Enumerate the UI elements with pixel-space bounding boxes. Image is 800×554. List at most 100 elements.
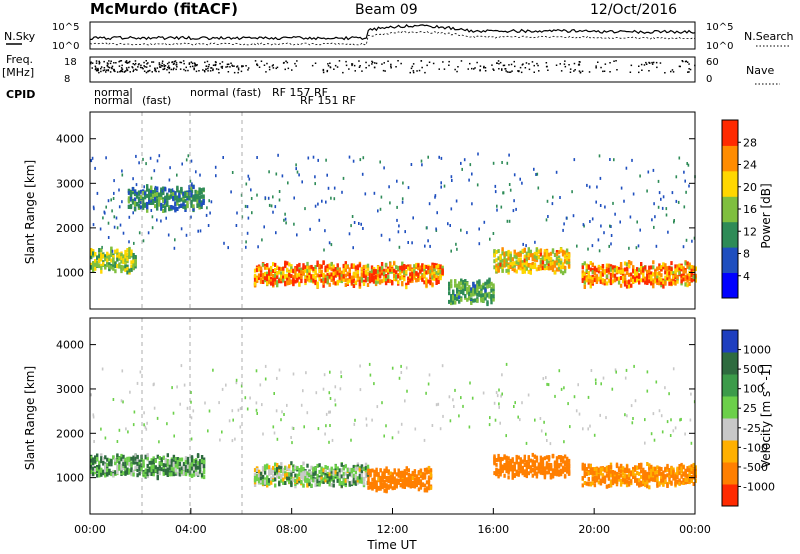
velocity-cell-0: [94, 455, 97, 460]
power-cell-2: [403, 277, 406, 282]
power-cell-3: [482, 285, 485, 290]
power-cell-5: [607, 270, 611, 275]
power-cell-2: [405, 285, 408, 290]
velocity-cell-1: [334, 466, 337, 471]
velocity-cell-4: [630, 472, 633, 477]
power-scatter: [190, 215, 192, 219]
power-cell-2: [296, 278, 299, 283]
power-scatter: [358, 222, 360, 225]
power-scatter: [379, 207, 382, 211]
velocity-cell-2: [419, 482, 423, 487]
power-cell-3: [478, 282, 481, 287]
power-scatter: [169, 166, 171, 170]
velocity-cell-1: [266, 476, 269, 481]
power-cell-5: [605, 281, 609, 286]
velocity-cell-2: [425, 486, 429, 491]
power-cell-0: [110, 253, 113, 258]
velocity-cell-1: [290, 472, 293, 477]
power-cell-4: [529, 270, 532, 275]
power-cell-2: [435, 265, 438, 270]
power-cell-2: [318, 277, 321, 282]
power-cell-2: [413, 266, 416, 271]
velocity-cell-1: [314, 483, 317, 488]
power-cell-5: [636, 271, 639, 276]
velocity-cell-1: [306, 463, 309, 468]
velocity-cell-0: [196, 461, 200, 466]
power-cell-2: [263, 276, 267, 281]
power-cell-4: [497, 249, 500, 254]
velocity-cell-4: [688, 474, 691, 479]
power-scatter: [298, 173, 300, 177]
velocity-cell-1: [284, 481, 287, 485]
power-scatter: [397, 230, 400, 234]
velocity-cell-1: [270, 471, 273, 475]
power-cell-1: [198, 187, 201, 192]
power-cell-2: [282, 275, 285, 280]
power-cell-0: [120, 267, 123, 271]
velocity-cell-1: [352, 468, 356, 472]
velocity-cell-0: [98, 460, 101, 465]
velocity-cell-4: [636, 470, 639, 475]
power-cell-2: [276, 271, 279, 276]
power-cell-2: [328, 282, 331, 287]
power-cell-5: [660, 281, 663, 286]
power-scatter: [609, 158, 611, 161]
velocity-cell-0: [146, 456, 149, 461]
velocity-cell-1: [298, 467, 301, 472]
velocity-cell-0: [156, 466, 159, 471]
power-scatter: [513, 173, 516, 177]
power-scatter: [450, 175, 453, 179]
velocity-cell-0: [184, 464, 188, 469]
power-cell-2: [370, 278, 374, 283]
freq-dot: [410, 67, 413, 70]
power-scatter: [685, 190, 687, 194]
power-cell-0: [126, 257, 129, 262]
velocity-cell-1: [304, 477, 307, 482]
velocity-cell-4: [597, 480, 601, 485]
freq-dot: [597, 61, 599, 63]
power-cell-1: [152, 190, 155, 194]
power-cell-5: [623, 267, 627, 272]
power-cell-0: [124, 253, 127, 258]
power-cell-3: [456, 283, 459, 288]
power-cell-4: [551, 267, 555, 272]
power-cell-2: [286, 280, 289, 285]
freq-dot: [651, 63, 654, 65]
power-cell-2: [282, 278, 285, 283]
freq-unit-label: [MHz]: [2, 66, 34, 79]
power-scatter: [348, 232, 351, 236]
power-cell-0: [132, 266, 135, 270]
power-cell-5: [666, 276, 669, 281]
freq-dot: [133, 63, 136, 66]
power-cell-5: [591, 262, 594, 267]
power-scatter: [327, 186, 330, 190]
velocity-cell-1: [304, 470, 307, 475]
velocity-cell-4: [690, 474, 693, 479]
freq-dot: [563, 63, 566, 65]
velocity-cell-4: [692, 471, 695, 476]
power-scatter: [250, 197, 253, 200]
freq-dot: [175, 62, 178, 64]
power-scatter: [132, 177, 134, 181]
power-cell-4: [557, 250, 561, 255]
power-scatter: [278, 190, 281, 193]
power-cell-1: [146, 201, 149, 206]
velocity-cell-0: [90, 470, 93, 474]
power-cell-2: [380, 271, 384, 276]
velocity-cell-4: [611, 471, 615, 476]
power-cell-2: [344, 264, 347, 269]
power-cell-5: [581, 263, 584, 267]
power-cell-5: [666, 273, 669, 278]
power-cell-2: [304, 278, 307, 283]
power-cell-5: [656, 275, 659, 280]
freq-dot: [505, 70, 507, 72]
power-cell-3: [456, 287, 459, 292]
power-scatter: [435, 227, 437, 231]
power-cell-3: [480, 293, 483, 298]
freq-dot: [125, 60, 128, 62]
velocity-cell-1: [306, 480, 309, 485]
velocity-cell-4: [615, 462, 619, 467]
velocity-cell-0: [130, 463, 133, 468]
power-scatter: [147, 231, 150, 235]
velocity-cell-4: [585, 467, 588, 471]
